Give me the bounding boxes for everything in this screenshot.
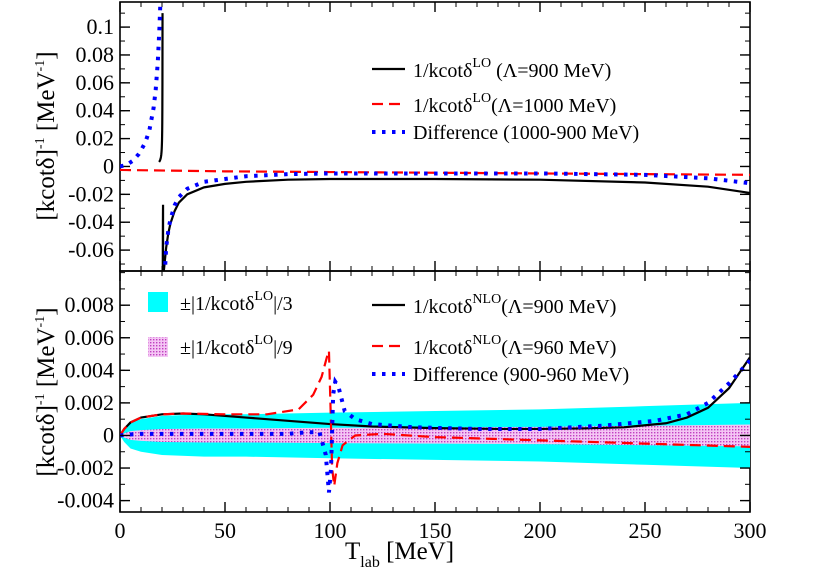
bottom-legend: 1/kcotδNLO(Λ=900 MeV) 1/kcotδNLO(Λ=960 M… <box>372 292 629 386</box>
top-series-difference-left <box>120 2 163 169</box>
bottom-series-group <box>120 350 750 493</box>
top-y-axis-label: [kcotδ]-1 [MeV-1] <box>33 51 60 220</box>
bottom-series-difference <box>120 359 750 493</box>
bottom-bands-group <box>120 402 750 469</box>
top-ytick-label: -0.02 <box>68 181 114 206</box>
top-ytick-label: 0 <box>103 153 114 178</box>
top-ytick-label: 0.06 <box>76 70 115 95</box>
top-ytick-label: 0.08 <box>76 42 115 67</box>
bottom-y-ticks: 0.008 0.006 0.004 0.002 0 -0.002 -0.004 <box>57 271 751 513</box>
bot-ytick-label: 0.002 <box>65 390 115 415</box>
top-y-ticks: 0.1 0.08 0.06 0.04 0.020 -0.02 -0.04 -0.06 <box>68 2 751 271</box>
top-panel: 0.1 0.08 0.06 0.04 0.020 -0.02 -0.04 -0.06 [kco… <box>33 1 751 272</box>
top-series-difference-right <box>162 171 750 271</box>
bottom-series-nlo-960 <box>120 350 750 487</box>
top-ytick-label: -0.04 <box>68 209 114 234</box>
top-legend: 1/kcotδLO (Λ=900 MeV) 1/kcotδLO(Λ=1000 M… <box>372 56 639 144</box>
bot-ytick-label: 0.006 <box>65 325 115 350</box>
band-legend-label-third: ±|1/kcotδLO|/3 <box>180 289 293 315</box>
top-ytick-label: -0.06 <box>68 237 114 262</box>
xtick-label: 150 <box>419 518 452 543</box>
x-axis-ticks: 0 50 100 150 200 250 300 <box>115 518 767 543</box>
top-series-group <box>120 2 750 271</box>
xtick-label: 300 <box>734 518 767 543</box>
xtick-label: 50 <box>214 518 236 543</box>
bottom-legend-label-900: 1/kcotδNLO(Λ=900 MeV) <box>413 292 616 318</box>
xtick-label: 0 <box>115 518 126 543</box>
bottom-panel: 0.008 0.006 0.004 0.002 0 -0.002 -0.004 0 50 100… <box>33 270 767 571</box>
bot-ytick-label: -0.004 <box>57 488 114 513</box>
x-axis-label: Tlab [MeV] <box>345 538 454 571</box>
top-ytick-label: 0.04 <box>76 98 115 123</box>
bottom-band-legend: ±|1/kcotδLO|/3 ±|1/kcotδLO|/9 <box>148 289 293 359</box>
top-ytick-label: 0.1 <box>87 14 115 39</box>
top-ytick-label: 0.02 <box>76 126 115 151</box>
band-legend-label-ninth: ±|1/kcotδLO|/9 <box>180 333 293 359</box>
top-legend-label-diff: Difference (1000-900 MeV) <box>413 122 639 144</box>
xtick-label: 100 <box>314 518 347 543</box>
top-series-lo-900-left-branch <box>158 13 164 163</box>
band-legend-swatch-third <box>148 292 168 312</box>
top-legend-label-900: 1/kcotδLO (Λ=900 MeV) <box>413 56 611 82</box>
top-legend-label-1000: 1/kcotδLO(Λ=1000 MeV) <box>413 91 616 117</box>
xtick-label: 250 <box>629 518 662 543</box>
bot-ytick-label: 0.004 <box>65 357 115 382</box>
band-legend-swatch-ninth <box>148 337 168 357</box>
top-series-lo-900 <box>161 177 750 271</box>
xtick-label: 200 <box>524 518 557 543</box>
bottom-legend-label-diff: Difference (900-960 MeV) <box>413 364 629 386</box>
bot-ytick-label: 0.008 <box>65 292 115 317</box>
bot-ytick-label: -0.002 <box>57 455 114 480</box>
bottom-y-axis-label: [kcotδ]-1 [MeV-1] <box>33 307 60 476</box>
bottom-legend-label-960: 1/kcotδNLO(Λ=960 MeV) <box>413 333 616 359</box>
bot-ytick-label: 0 <box>103 422 114 447</box>
